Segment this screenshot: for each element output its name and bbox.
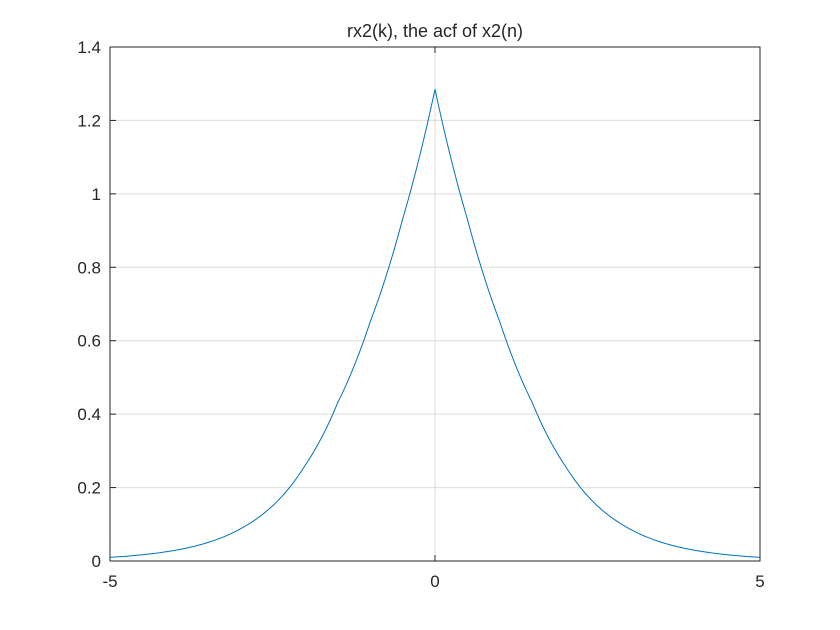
y-tick-label: 1 bbox=[92, 185, 101, 204]
grid bbox=[110, 47, 760, 561]
ticks bbox=[109, 46, 761, 562]
y-tick-label: 0.6 bbox=[77, 332, 101, 351]
x-tick-label: -5 bbox=[102, 572, 117, 591]
chart-title: rx2(k), the acf of x2(n) bbox=[346, 21, 524, 41]
y-tick-label: 1.2 bbox=[77, 111, 101, 130]
y-tick-label: 0.4 bbox=[77, 405, 101, 424]
y-tick-label: 0 bbox=[92, 552, 101, 571]
series-line bbox=[109, 89, 761, 558]
y-tick-label: 0.2 bbox=[77, 479, 101, 498]
y-tick-label: 1.4 bbox=[77, 38, 101, 57]
y-tick-label: 0.8 bbox=[77, 258, 101, 277]
x-tick-label: 5 bbox=[755, 572, 764, 591]
tick-labels: 00.20.40.60.811.21.4-5 0 5 bbox=[77, 38, 764, 591]
x-tick-label: 0 bbox=[430, 572, 439, 591]
